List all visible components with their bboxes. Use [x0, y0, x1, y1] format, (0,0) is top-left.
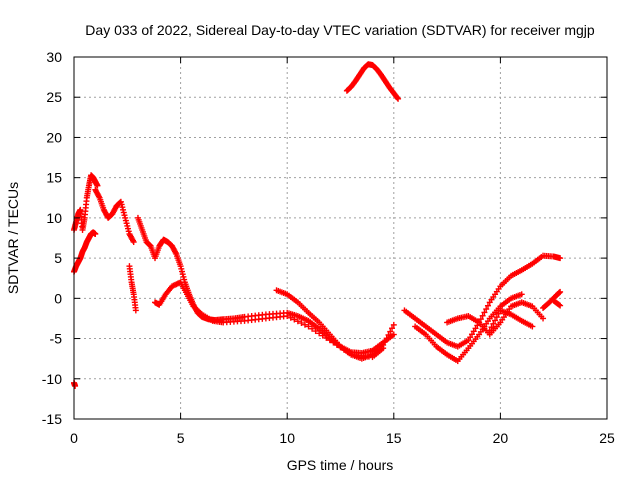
data-point — [72, 383, 79, 390]
plot-frame — [73, 56, 608, 420]
data-point — [381, 338, 388, 345]
data-point — [390, 321, 397, 328]
data-point — [383, 335, 390, 342]
data-point — [387, 328, 394, 335]
data-point — [483, 306, 490, 313]
data-point — [94, 182, 101, 189]
data-point — [326, 337, 333, 344]
data-point — [490, 320, 497, 327]
data-point — [287, 314, 294, 321]
data-point — [493, 314, 500, 321]
x-tick-label: 0 — [70, 430, 78, 446]
y-axis-label: SDTVAR / TECUs — [5, 182, 21, 294]
series-arc-1 — [71, 172, 101, 233]
y-tick-label: 15 — [46, 170, 62, 186]
data-point — [488, 324, 495, 331]
data-point — [284, 313, 291, 320]
x-tick-label: 25 — [599, 430, 615, 446]
grid-lines — [74, 57, 607, 419]
data-point — [557, 288, 564, 295]
series-arc-5 — [126, 263, 139, 314]
y-tick-label: 5 — [54, 250, 62, 266]
data-point — [312, 328, 319, 335]
data-point — [130, 239, 137, 246]
x-tick-label: 20 — [493, 430, 509, 446]
data-point — [557, 255, 564, 262]
chart-title: Day 033 of 2022, Sidereal Day-to-day VTE… — [85, 22, 595, 38]
data-point — [556, 301, 563, 308]
y-tick-label: -5 — [50, 331, 63, 347]
data-point — [301, 321, 308, 328]
series-arc-10 — [401, 252, 564, 350]
x-tick-label: 5 — [177, 430, 185, 446]
data-point — [557, 302, 564, 309]
y-tick-label: 0 — [54, 290, 62, 306]
data-point — [294, 318, 301, 325]
data-point — [479, 312, 486, 319]
data-point — [92, 230, 99, 237]
series-arc-8 — [273, 287, 397, 362]
data-point — [495, 310, 502, 317]
data-point — [389, 325, 396, 332]
y-tick-label: 20 — [46, 129, 62, 145]
data-point — [486, 327, 493, 334]
y-tick-label: 10 — [46, 210, 62, 226]
series-arc-4 — [92, 186, 137, 246]
data-point — [305, 323, 312, 330]
data-point — [390, 331, 397, 338]
series-arc-2 — [71, 229, 99, 275]
data-point — [394, 94, 401, 101]
data-point — [518, 291, 525, 298]
data-point — [316, 330, 323, 337]
data-point — [481, 309, 488, 316]
x-axis-label: GPS time / hours — [287, 457, 394, 473]
series-arc-15 — [550, 297, 564, 309]
series-arc-9 — [343, 61, 402, 102]
data-point — [492, 317, 499, 324]
y-tick-label: 30 — [46, 49, 62, 65]
data-point — [540, 315, 547, 322]
series-arc-3 — [71, 379, 79, 390]
x-tick-label: 15 — [386, 430, 402, 446]
data-point — [395, 95, 402, 102]
series-arc-11 — [412, 291, 525, 365]
axes — [73, 56, 608, 420]
data-point — [385, 331, 392, 338]
data-point — [291, 316, 298, 323]
data-point — [309, 325, 316, 332]
data-point — [380, 341, 387, 348]
y-tick-label: 25 — [46, 89, 62, 105]
data-point — [298, 320, 305, 327]
data-point — [529, 323, 536, 330]
tick-labels: 0 5 10 15 20 25 -15 -10 -5 0 5 10 15 20 25 30 — [42, 49, 615, 446]
data-points — [71, 61, 564, 390]
data-point — [484, 302, 491, 309]
data-point — [323, 334, 330, 341]
y-tick-label: -15 — [42, 411, 62, 427]
data-point — [132, 307, 139, 314]
series-arc-7 — [152, 279, 387, 361]
data-point — [477, 316, 484, 323]
y-tick-label: -10 — [42, 371, 62, 387]
x-tick-label: 10 — [279, 430, 295, 446]
series-arc-13 — [486, 307, 536, 334]
data-point — [319, 332, 326, 339]
